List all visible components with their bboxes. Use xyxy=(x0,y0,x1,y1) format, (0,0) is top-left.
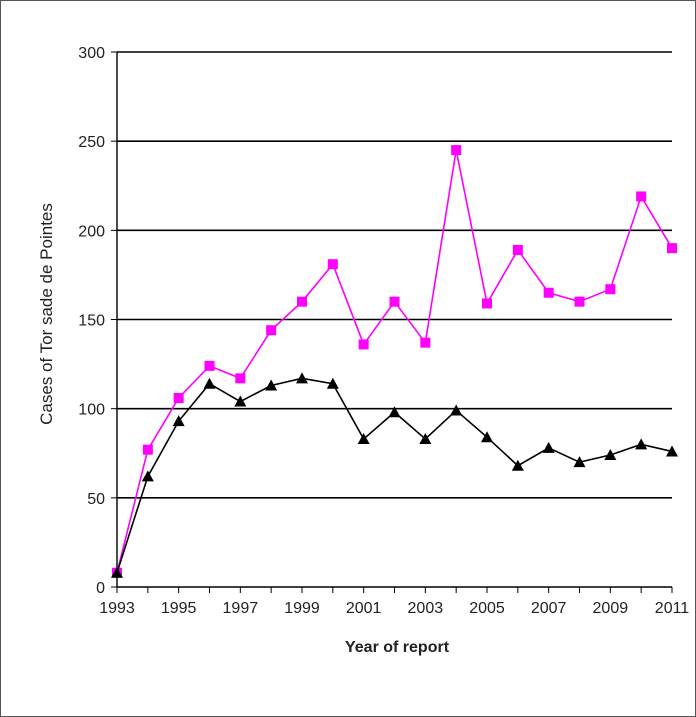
square-point xyxy=(543,287,554,298)
y-tick-label: 150 xyxy=(78,313,105,330)
x-tick-label: 1995 xyxy=(161,600,197,617)
square-point xyxy=(266,325,277,336)
y-tick-label: 200 xyxy=(78,223,105,240)
x-tick-label: 2003 xyxy=(408,600,444,617)
triangle-point xyxy=(388,406,401,418)
x-tick-labels: 1993 1995 1997 1999 2001 2003 2005 2007 2009 2011 xyxy=(99,600,689,617)
triangle-point xyxy=(604,449,617,461)
square-point xyxy=(512,244,523,255)
triangle-point xyxy=(203,377,216,389)
triangle-point xyxy=(265,379,278,391)
triangle-point xyxy=(481,431,493,443)
x-tick-label: 2001 xyxy=(346,600,382,617)
x-tick-label: 2005 xyxy=(469,600,505,617)
x-tick-label: 1993 xyxy=(99,600,135,617)
y-axis-label: Cases of Tor sade de Pointes xyxy=(37,203,56,425)
y-tick-label: 50 xyxy=(87,491,105,508)
square-point xyxy=(327,259,338,270)
triangle-point xyxy=(172,415,185,427)
square-point xyxy=(667,243,677,254)
y-tick-label: 100 xyxy=(78,402,105,419)
triangle-point xyxy=(666,445,678,457)
square-point xyxy=(173,392,184,403)
series-line-1 xyxy=(116,149,673,573)
square-point xyxy=(389,296,400,307)
x-tick-label: 2011 xyxy=(655,600,690,617)
x-tick-label: 1999 xyxy=(284,600,320,617)
square-point xyxy=(358,339,369,350)
square-point xyxy=(451,145,462,156)
triangle-point xyxy=(111,566,123,578)
x-tick-label: 2007 xyxy=(531,600,567,617)
series-layer xyxy=(111,145,678,578)
triangle-point xyxy=(357,432,370,444)
triangle-point xyxy=(511,459,524,471)
square-point xyxy=(235,373,246,384)
triangle-point xyxy=(542,441,555,453)
y-tick-label: 0 xyxy=(96,580,105,597)
axes xyxy=(111,51,673,593)
triangle-point xyxy=(141,470,154,482)
square-point xyxy=(482,298,492,309)
square-point xyxy=(574,296,585,307)
square-point xyxy=(297,296,307,307)
square-point xyxy=(420,337,431,348)
y-tick-labels: 0 50 100 150 200 250 300 xyxy=(78,45,105,597)
x-tick-label: 1997 xyxy=(223,600,259,617)
triangle-point xyxy=(635,438,648,450)
square-point xyxy=(605,284,616,295)
triangle-point xyxy=(450,404,463,416)
triangle-point xyxy=(326,377,339,389)
square-point xyxy=(142,444,153,455)
square-point xyxy=(204,360,215,371)
square-point xyxy=(636,191,647,202)
triangle-point xyxy=(296,372,308,384)
x-tick-label: 2009 xyxy=(593,600,629,617)
x-axis-label: Year of report xyxy=(345,639,450,656)
triangle-point xyxy=(573,456,586,468)
gridlines xyxy=(117,51,672,499)
triangle-point xyxy=(234,395,247,407)
y-tick-label: 250 xyxy=(78,134,105,151)
triangle-point xyxy=(419,432,432,444)
y-tick-label: 300 xyxy=(78,45,105,62)
